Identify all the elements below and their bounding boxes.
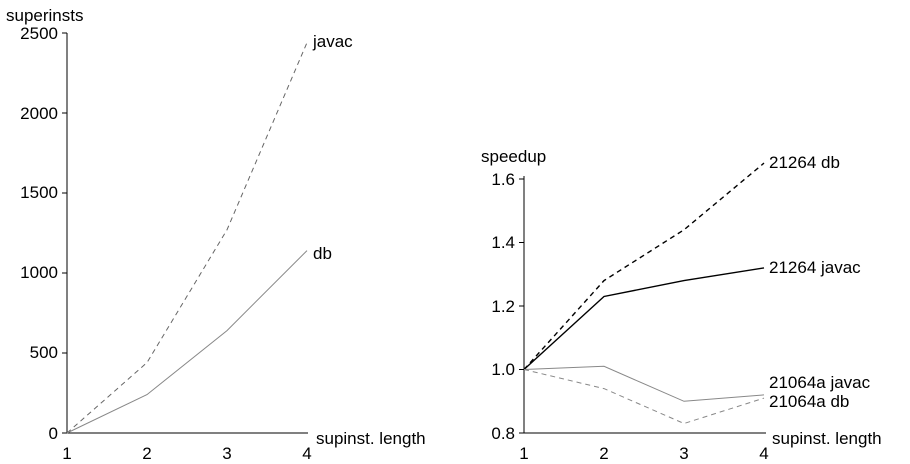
series-line-21264-javac: [523, 267, 765, 371]
series-line-21064a-db: [523, 369, 765, 425]
x-tick-label: 3: [679, 444, 688, 463]
series-label-db: db: [313, 244, 332, 263]
y-tick-label: 1.4: [491, 233, 515, 252]
x-axis-label: supinst. length: [772, 429, 882, 448]
y-tick-label: 500: [30, 343, 58, 362]
y-ticks: [62, 32, 67, 434]
series-label-21064a-db: 21064a db: [769, 392, 849, 411]
y-tick-label: 1.2: [491, 297, 515, 316]
chart-speedup: speedup supinst. length 1.6 1.4 1.2 1.0 …: [481, 147, 882, 463]
series-line-21064a-javac: [523, 365, 765, 402]
y-tick-label: 1.6: [491, 170, 515, 189]
x-tick-label: 1: [62, 444, 71, 463]
series-label-21264-db: 21264 db: [769, 153, 840, 172]
y-axis-label: superinsts: [6, 6, 83, 25]
x-tick-label: 4: [302, 444, 311, 463]
x-axis-label: supinst. length: [316, 429, 426, 448]
x-tick-label: 4: [759, 444, 768, 463]
series-label-21064a-javac: 21064a javac: [769, 373, 871, 392]
y-tick-label: 0: [49, 424, 58, 443]
series-lines: [66, 42, 308, 434]
x-tick-label: 3: [222, 444, 231, 463]
series-line-db: [66, 250, 308, 434]
y-tick-label: 1500: [20, 183, 58, 202]
y-tick-label: 2500: [20, 24, 58, 43]
chart-superinsts: superinsts supinst. length 2500 2000 150…: [6, 6, 426, 463]
series-lines: [523, 162, 765, 425]
y-ticks: [519, 178, 524, 434]
y-axis-label: speedup: [481, 147, 546, 166]
series-label-javac: javac: [312, 32, 353, 51]
x-tick-label: 2: [142, 444, 151, 463]
y-tick-label: 2000: [20, 104, 58, 123]
y-tick-label: 0.8: [491, 424, 515, 443]
series-line-21264-db: [523, 162, 765, 370]
x-tick-label: 2: [599, 444, 608, 463]
series-line-javac: [66, 42, 308, 434]
series-label-21264-javac: 21264 javac: [769, 258, 861, 277]
y-tick-label: 1.0: [491, 360, 515, 379]
y-tick-label: 1000: [20, 263, 58, 282]
x-tick-label: 1: [519, 444, 528, 463]
